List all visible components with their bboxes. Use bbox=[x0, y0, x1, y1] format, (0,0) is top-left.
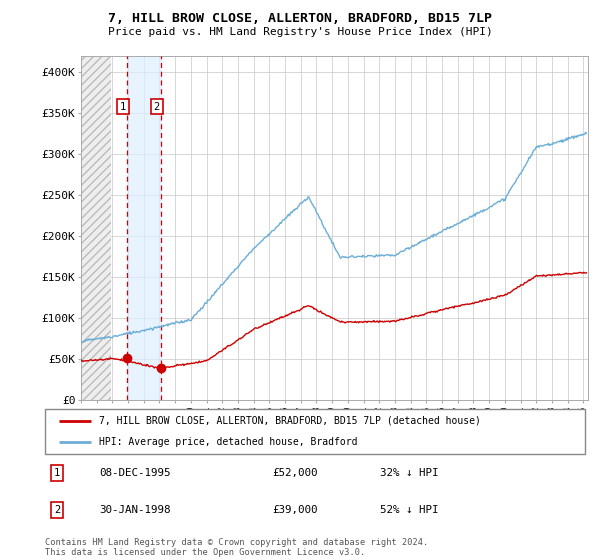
Text: Contains HM Land Registry data © Crown copyright and database right 2024.
This d: Contains HM Land Registry data © Crown c… bbox=[45, 538, 428, 557]
Text: HPI: Average price, detached house, Bradford: HPI: Average price, detached house, Brad… bbox=[99, 436, 358, 446]
Text: £52,000: £52,000 bbox=[272, 468, 317, 478]
Text: 1: 1 bbox=[54, 468, 60, 478]
Bar bbox=[81, 56, 111, 400]
Text: 1: 1 bbox=[120, 102, 126, 112]
Text: 30-JAN-1998: 30-JAN-1998 bbox=[99, 505, 170, 515]
Text: 2: 2 bbox=[54, 505, 60, 515]
Text: 7, HILL BROW CLOSE, ALLERTON, BRADFORD, BD15 7LP (detached house): 7, HILL BROW CLOSE, ALLERTON, BRADFORD, … bbox=[99, 416, 481, 426]
Text: Price paid vs. HM Land Registry's House Price Index (HPI): Price paid vs. HM Land Registry's House … bbox=[107, 27, 493, 37]
Text: 7, HILL BROW CLOSE, ALLERTON, BRADFORD, BD15 7LP: 7, HILL BROW CLOSE, ALLERTON, BRADFORD, … bbox=[108, 12, 492, 25]
FancyBboxPatch shape bbox=[45, 409, 585, 454]
Text: £39,000: £39,000 bbox=[272, 505, 317, 515]
Bar bbox=[127, 56, 161, 400]
Text: 52% ↓ HPI: 52% ↓ HPI bbox=[380, 505, 438, 515]
Text: 32% ↓ HPI: 32% ↓ HPI bbox=[380, 468, 438, 478]
Text: 08-DEC-1995: 08-DEC-1995 bbox=[99, 468, 170, 478]
Text: 2: 2 bbox=[154, 102, 160, 112]
